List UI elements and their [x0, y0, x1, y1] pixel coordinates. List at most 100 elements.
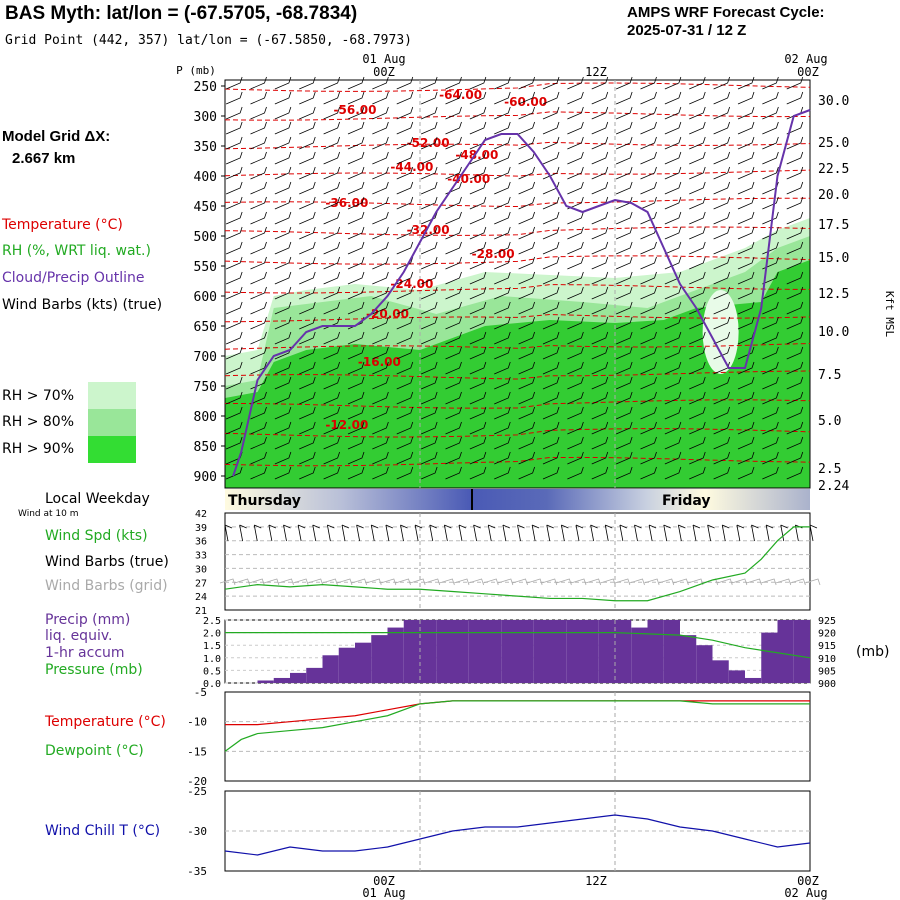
wind-barb	[689, 301, 706, 315]
chill-tick: -25	[187, 785, 207, 798]
precip-bar	[306, 667, 323, 683]
wind-barb	[689, 391, 706, 405]
wind-barb	[713, 346, 731, 360]
temp-tick: -5	[194, 686, 207, 699]
wind-barb	[372, 301, 389, 315]
height-label: 30.0	[818, 94, 849, 109]
wind-barb	[494, 361, 511, 375]
wind-barb	[737, 76, 755, 90]
wind-chill-line	[224, 814, 811, 856]
wind-barb	[591, 226, 609, 240]
wind-barb	[274, 121, 292, 135]
pressure-label: 500	[194, 230, 217, 245]
wind-barb	[420, 451, 438, 465]
legend-cloud: Cloud/Precip Outline	[2, 270, 145, 286]
true-wind-barb	[517, 524, 525, 542]
wind-barb	[615, 271, 633, 285]
wind-barb	[372, 421, 389, 435]
wind-barb	[591, 421, 609, 435]
wind-barb	[615, 226, 633, 240]
wind-barb	[323, 106, 341, 120]
height-label: 10.0	[818, 325, 849, 340]
wind-barb	[664, 421, 682, 435]
wind-barb	[689, 331, 706, 345]
wind-barb	[274, 211, 292, 225]
wind-barb	[250, 166, 267, 180]
grid-wind-barb	[570, 578, 587, 586]
wind-barb	[591, 436, 609, 450]
wind-barb	[518, 271, 536, 285]
wind-barb	[640, 211, 657, 225]
wind-barb	[713, 136, 731, 150]
temperature-contour-label: -32.00	[407, 223, 450, 237]
bottom-hour-2: 12Z	[585, 874, 607, 888]
wind-barb	[615, 391, 633, 405]
wind-barb	[323, 361, 341, 375]
true-wind-barb	[312, 524, 320, 542]
wind-barb	[518, 211, 536, 225]
temperature-contour-label: -20.00	[366, 307, 409, 321]
wind-barb	[274, 391, 292, 405]
wind-barb	[518, 166, 536, 180]
wind-barb	[299, 436, 316, 450]
wind-barb	[274, 271, 292, 285]
wind-barb	[786, 406, 804, 420]
wind-barb	[445, 331, 462, 345]
wind-barb	[420, 106, 438, 120]
wind-barb	[567, 406, 584, 420]
wind-barb	[615, 166, 633, 180]
wind-barb	[347, 136, 365, 150]
wind-barb	[737, 346, 755, 360]
wind-barb	[299, 76, 316, 90]
wind-barb	[542, 331, 560, 345]
wind-barb	[689, 436, 706, 450]
wind-barb	[225, 331, 243, 345]
grid-wind-barb	[717, 578, 733, 586]
forecast-cycle-value: 2025-07-31 / 12 Z	[627, 22, 747, 39]
wind-barb	[225, 391, 243, 405]
wind-barb	[591, 466, 609, 480]
wind-barb	[494, 106, 511, 120]
wind-barb	[518, 241, 536, 255]
wind-barb	[225, 91, 243, 105]
wind-barb	[396, 136, 414, 150]
grid-wind-barb	[366, 578, 382, 586]
wind-barb	[372, 451, 389, 465]
wind-barb	[786, 286, 804, 300]
wind-barb	[274, 76, 292, 90]
wind-barb	[786, 226, 804, 240]
wind-barb	[786, 181, 804, 195]
wind-barb	[737, 181, 755, 195]
grid-wind-barb	[453, 578, 470, 586]
wind-barb	[664, 136, 682, 150]
wind-barb	[250, 436, 267, 450]
wind-barb	[274, 151, 292, 165]
wind-barb	[591, 346, 609, 360]
wind-barb	[420, 196, 438, 210]
wind-barb	[469, 76, 487, 90]
wind-barb	[664, 226, 682, 240]
wind-barb	[494, 91, 511, 105]
wind-barb	[347, 346, 365, 360]
wind-barb	[713, 406, 731, 420]
wind-barb	[347, 391, 365, 405]
precip-bar	[355, 642, 372, 683]
wind-barb	[494, 211, 511, 225]
wind-barb	[445, 226, 462, 240]
true-wind-barb	[253, 524, 262, 542]
wind-tick: 42	[195, 509, 207, 520]
wind-barb	[786, 91, 804, 105]
wind-barb	[786, 376, 804, 390]
wind-barb	[372, 91, 389, 105]
wind-barb	[567, 166, 584, 180]
wind-barb	[299, 91, 316, 105]
wind-barb	[225, 271, 243, 285]
wind-barb	[372, 436, 389, 450]
wind-barb	[567, 181, 584, 195]
wind-barb	[494, 121, 511, 135]
top-date-2: 02 Aug	[784, 52, 827, 66]
wind-barb	[469, 271, 487, 285]
wind-barb	[347, 301, 365, 315]
height-label: 20.0	[818, 188, 849, 203]
wind-barb	[640, 436, 657, 450]
